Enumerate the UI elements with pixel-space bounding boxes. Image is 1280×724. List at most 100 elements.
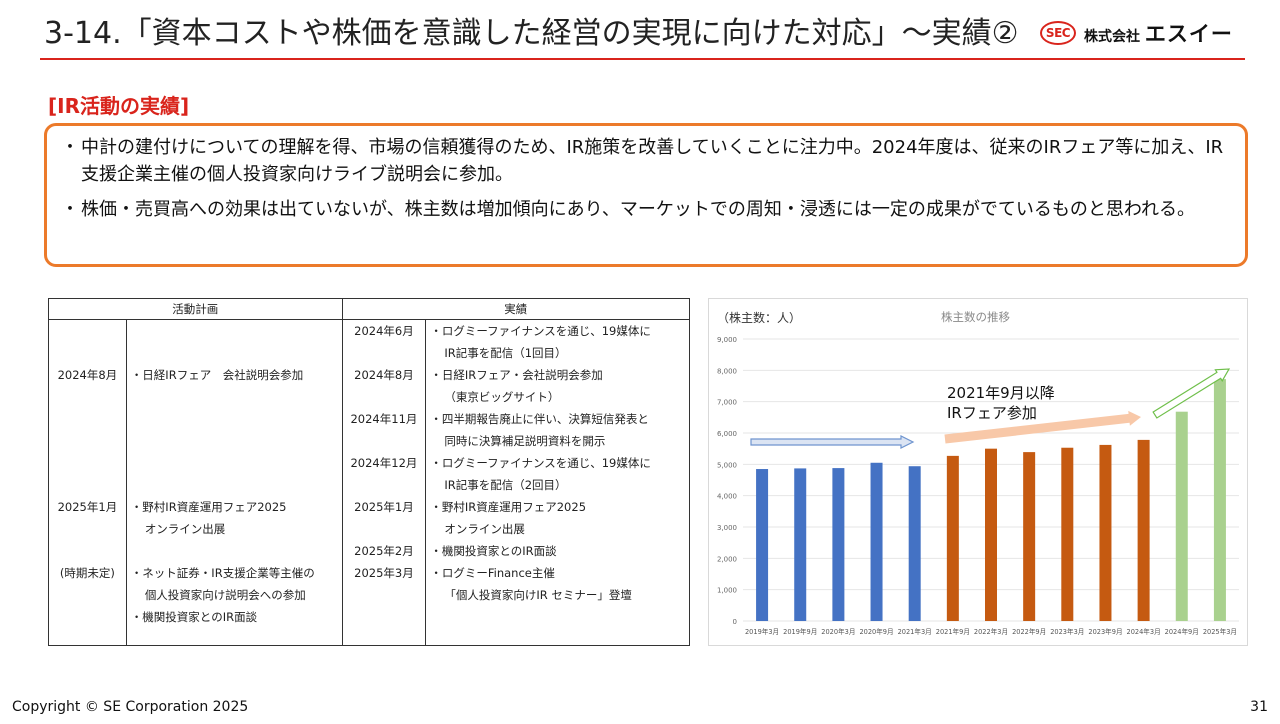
result-date-cell <box>343 584 426 606</box>
page-number: 31 <box>1250 699 1268 715</box>
bar-2022年9月 <box>1023 452 1036 621</box>
y-tick-label: 0 <box>733 618 737 626</box>
shareholder-chart: （株主数：人） 株主数の推移 0 1,000 2,000 3,000 4,000 5,000 6… <box>708 298 1248 646</box>
x-tick-label: 2020年3月 <box>821 627 855 636</box>
section-label: [IR活動の実績] <box>48 94 190 118</box>
x-tick-label: 2020年9月 <box>859 627 893 636</box>
plan-item-column: ・日経IRフェア 会社説明会参加 ・野村IR資産運用フェア2025 オンライン出展・… <box>125 319 343 646</box>
bar-2022年3月 <box>985 448 997 621</box>
plan-item-cell: 個人投資家向け説明会への参加 <box>144 588 306 602</box>
plan-date-cell <box>49 386 126 408</box>
result-date-cell <box>343 518 426 540</box>
y-tick-label: 3,000 <box>717 524 737 532</box>
y-tick-label: 9,000 <box>717 336 737 344</box>
x-tick-label: 2023年3月 <box>1050 627 1084 636</box>
x-tick-label: 2022年9月 <box>1012 627 1046 636</box>
plan-date-cell: 2024年8月 <box>57 368 118 382</box>
summary-bullet: 中計の建付けについての理解を得、市場の信頼獲得のため、IR施策を改善していくこと… <box>61 134 1227 188</box>
plan-item-cell: オンライン出展 <box>144 522 226 536</box>
chart-title: 株主数の推移 <box>941 310 1010 324</box>
trend-arrow-green <box>1152 368 1231 419</box>
plan-item-cell <box>131 408 342 430</box>
bar-2019年9月 <box>794 468 807 621</box>
y-tick-label: 8,000 <box>717 367 737 375</box>
result-item-cell: ・日経IRフェア・会社説明会参加 <box>430 368 603 382</box>
result-item-cell: IR記事を配信（2回目） <box>444 478 567 492</box>
bar-2024年3月 <box>1137 439 1150 621</box>
plan-date-cell <box>49 518 126 540</box>
result-date-cell: 2024年11月 <box>350 412 418 426</box>
sec-logo-mark: SEC <box>1040 21 1076 45</box>
bar-2024年9月 <box>1175 411 1188 621</box>
bar-2025年3月 <box>1213 379 1226 621</box>
copyright: Copyright © SE Corporation 2025 <box>12 699 249 715</box>
result-date-cell: 2024年12月 <box>350 456 418 470</box>
result-item-cell: ・四半期報告廃止に伴い、決算短信発表と <box>430 412 649 426</box>
result-date-cell <box>343 474 426 496</box>
company-name-main: エスイー <box>1144 22 1233 46</box>
title-divider <box>40 58 1245 60</box>
plan-item-cell: ・ネット証券・IR支援企業等主催の <box>130 566 315 580</box>
summary-box: 中計の建付けについての理解を得、市場の信頼獲得のため、IR施策を改善していくこと… <box>44 123 1248 267</box>
result-item-column: ・ログミーファイナンスを通じ、19媒体に IR記事を配信（1回目） ・日経IRフェア… <box>425 319 690 646</box>
x-tick-label: 2021年3月 <box>898 627 932 636</box>
bar-2023年9月 <box>1099 444 1112 621</box>
x-tick-label: 2025年3月 <box>1203 627 1237 636</box>
plan-date-cell <box>49 474 126 496</box>
plan-item-cell <box>131 386 342 408</box>
page-title: 3-14.「資本コストや株価を意識した経営の実現に向けた対応」〜実績② <box>44 16 1019 51</box>
bar-2019年3月 <box>756 469 769 621</box>
bar-2020年3月 <box>832 468 845 621</box>
y-tick-label: 1,000 <box>717 587 737 595</box>
summary-bullet: 株価・売買高への効果は出ていないが、株主数は増加傾向にあり、マーケットでの周知・… <box>61 196 1227 223</box>
y-tick-label: 7,000 <box>717 399 737 407</box>
chart-annotation: IRフェア参加 <box>947 404 1037 422</box>
plan-date-cell <box>49 540 126 562</box>
result-date-cell <box>343 430 426 452</box>
result-date-cell: 2024年6月 <box>354 324 414 338</box>
plan-date-cell: (時期未定) <box>59 566 115 580</box>
y-tick-label: 2,000 <box>717 555 737 563</box>
company-name: 株式会社 エスイー <box>1084 18 1233 48</box>
result-date-column: 2024年6月 2024年8月 2024年11月 2024年12月 2025年1月 202… <box>341 319 427 646</box>
result-item-cell: ・ログミーファイナンスを通じ、19媒体に <box>430 456 651 470</box>
y-axis-label: （株主数：人） <box>717 310 801 325</box>
result-item-cell: ・野村IR資産運用フェア2025 <box>430 500 587 514</box>
x-tick-label: 2024年9月 <box>1165 627 1199 636</box>
plan-item-cell: ・野村IR資産運用フェア2025 <box>130 500 287 514</box>
plan-date-cell: 2025年1月 <box>57 500 118 514</box>
plan-date-cell <box>49 408 126 430</box>
bar-2021年9月 <box>946 455 959 621</box>
company-name-prefix: 株式会社 <box>1084 29 1140 45</box>
result-item-cell: IR記事を配信（1回目） <box>444 346 567 360</box>
result-item-cell: ・機関投資家とのIR面談 <box>430 544 557 558</box>
result-date-cell <box>343 386 426 408</box>
plan-date-cell <box>49 430 126 452</box>
result-item-cell: ・ログミーファイナンスを通じ、19媒体に <box>430 324 651 338</box>
plan-item-cell <box>131 474 342 496</box>
plan-item-cell <box>131 342 342 364</box>
x-tick-label: 2024年3月 <box>1127 627 1161 636</box>
x-tick-label: 2019年9月 <box>783 627 817 636</box>
plan-date-cell <box>49 452 126 474</box>
bar-2021年3月 <box>908 466 921 621</box>
bar-2020年9月 <box>870 462 883 621</box>
plan-date-cell <box>49 584 126 606</box>
plan-date-cell <box>49 342 126 364</box>
plan-date-column: 2024年8月 2025年1月 (時期未定) <box>48 319 127 646</box>
result-date-cell: 2025年1月 <box>354 500 414 514</box>
result-date-cell: 2025年2月 <box>354 544 414 558</box>
plan-item-cell <box>131 430 342 452</box>
result-item-cell: オンライン出展 <box>444 522 525 536</box>
y-tick-label: 4,000 <box>717 493 737 501</box>
result-item-cell <box>430 606 689 628</box>
shareholder-chart-svg: （株主数：人） 株主数の推移 0 1,000 2,000 3,000 4,000 5,000 6… <box>717 310 1239 636</box>
result-item-cell: 同時に決算補足説明資料を開示 <box>444 434 606 448</box>
plan-item-cell <box>131 540 342 562</box>
trend-arrow-blue <box>750 435 915 449</box>
plan-item-cell <box>131 452 342 474</box>
plan-item-cell <box>131 320 342 342</box>
x-tick-label: 2022年3月 <box>974 627 1008 636</box>
y-tick-label: 6,000 <box>717 430 737 438</box>
bar-2023年3月 <box>1061 447 1074 621</box>
